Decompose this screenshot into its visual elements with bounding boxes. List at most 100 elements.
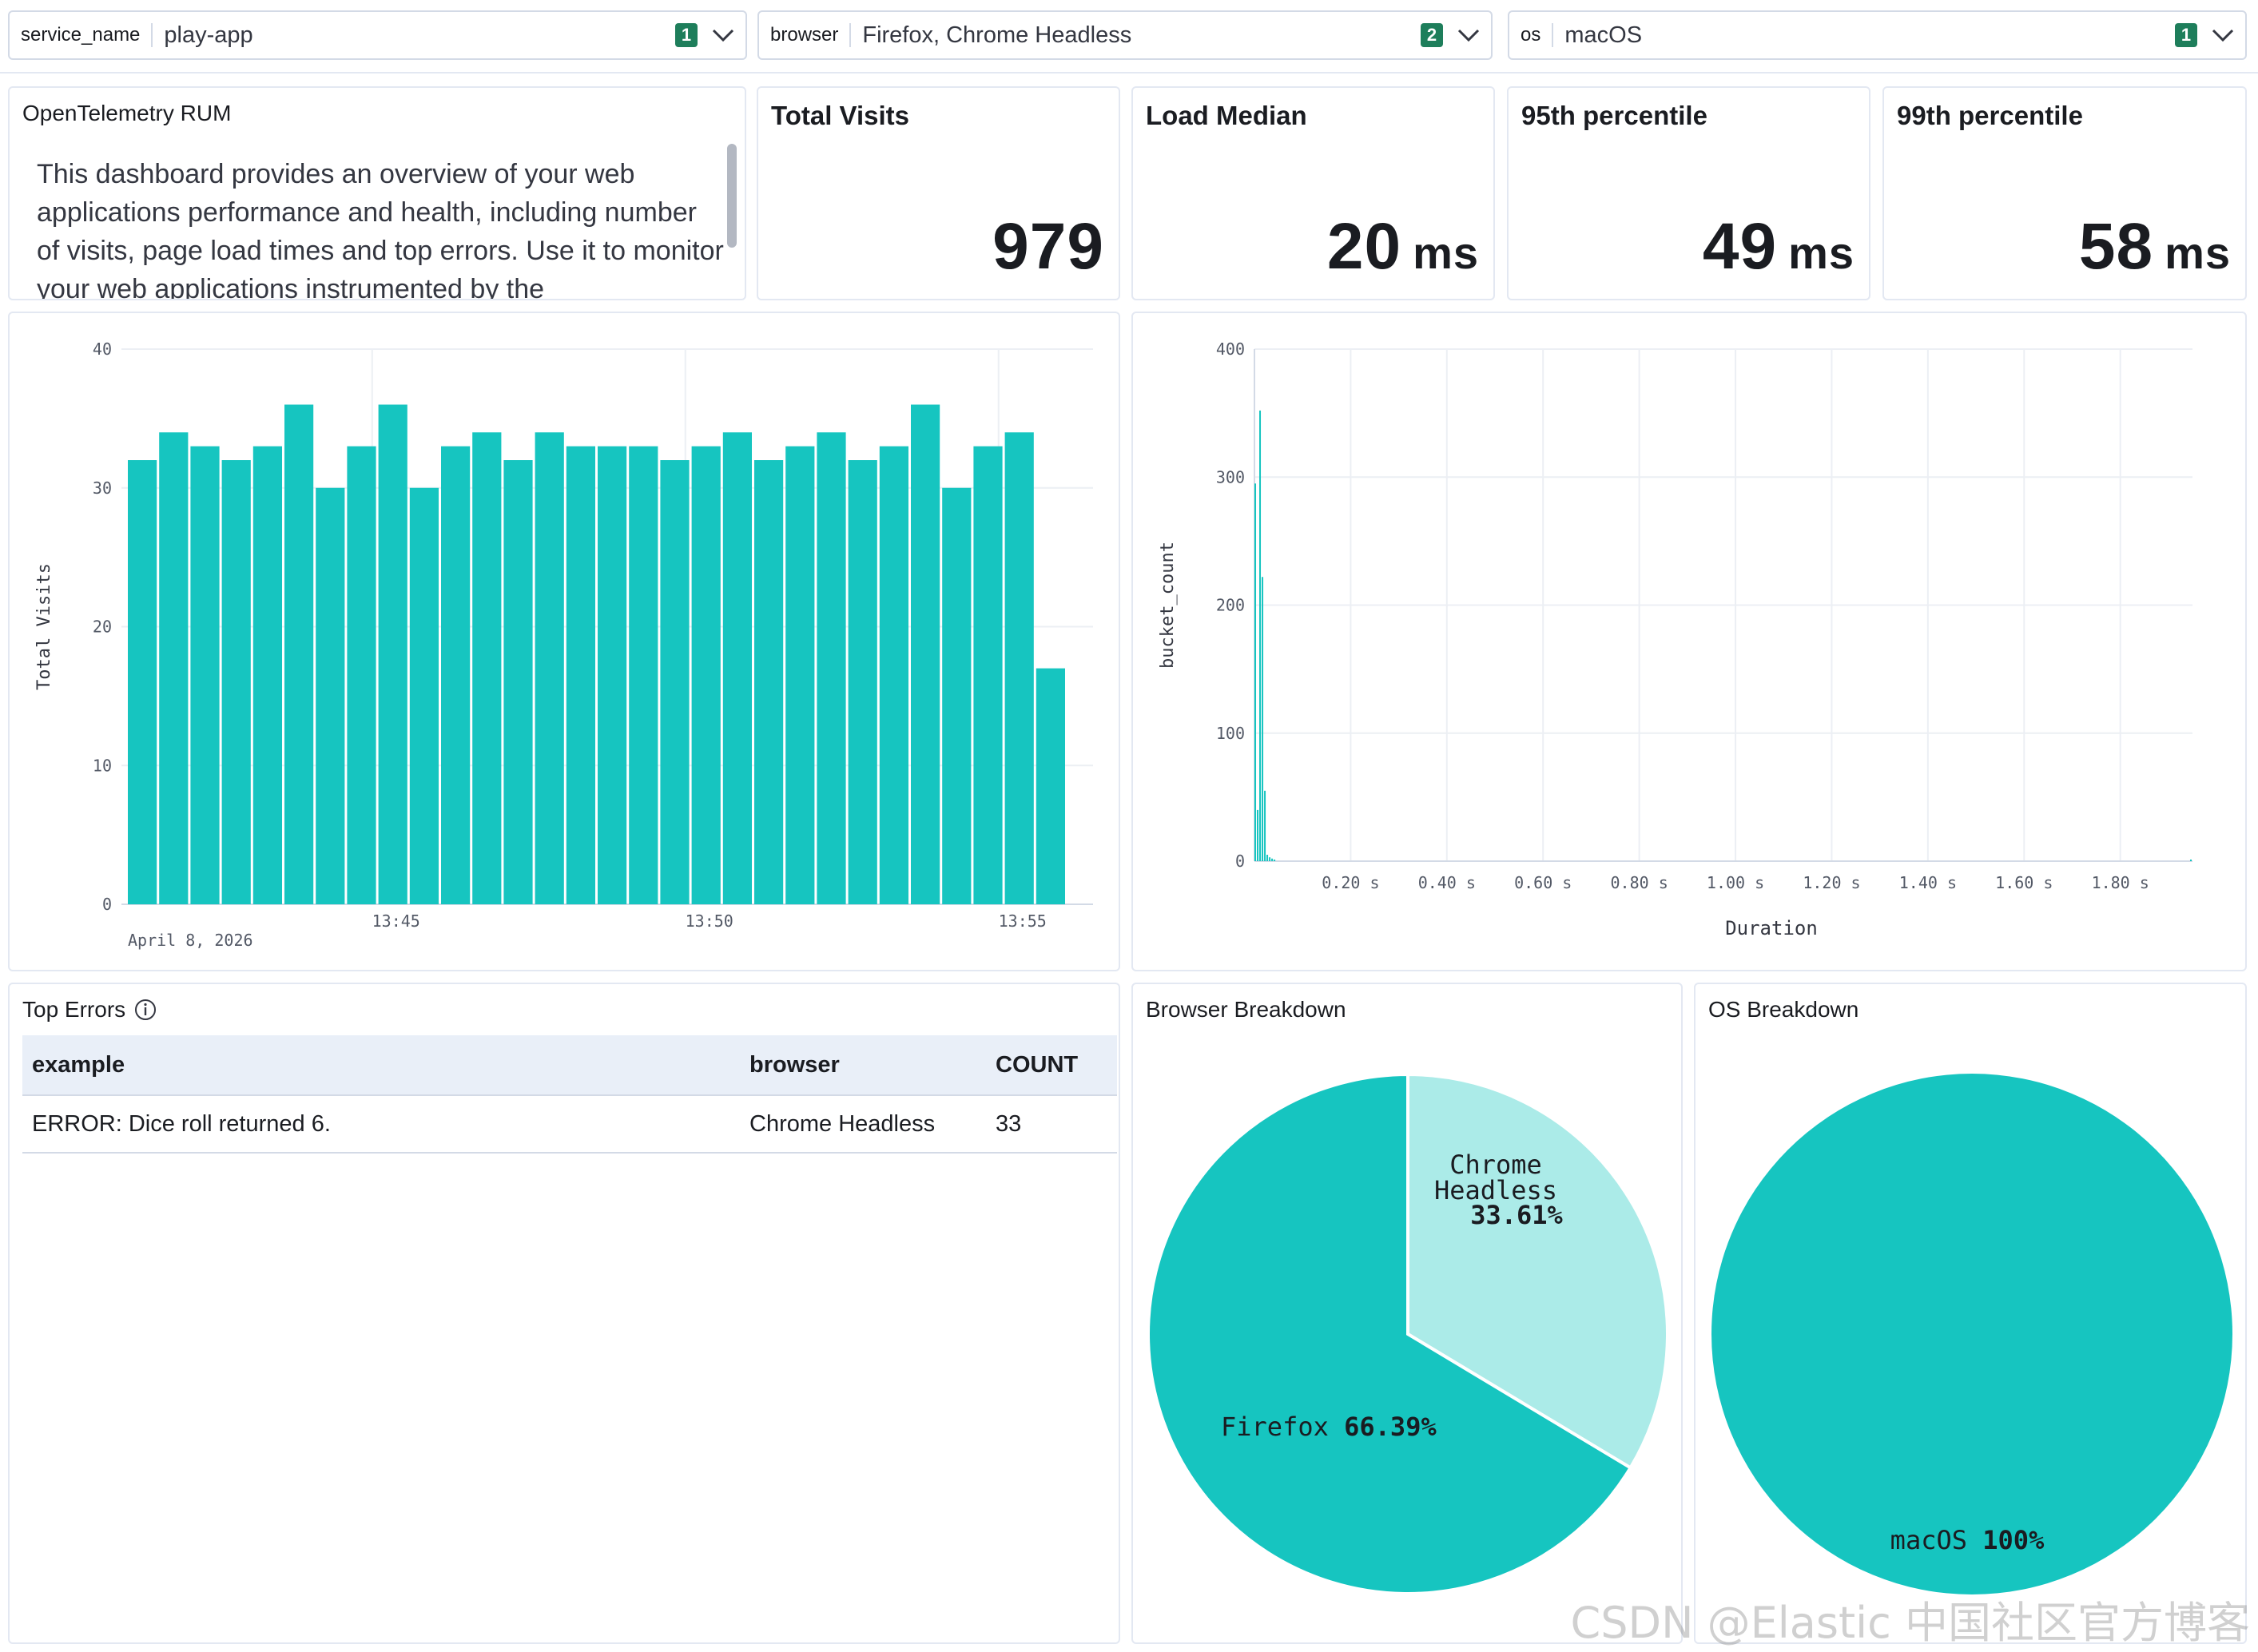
bar [409,487,439,904]
column-header-count[interactable]: COUNT [996,1051,1079,1078]
y-axis-title: Total Visits [34,563,54,690]
bar [754,460,784,904]
bar [848,460,877,904]
metric-title: Total Visits [771,101,909,130]
y-tick-label: 10 [93,756,112,775]
date-label: April 8, 2026 [128,931,253,950]
table-row: ERROR: Dice roll returned 6. Chrome Head… [22,1096,1117,1154]
info-icon[interactable] [133,998,157,1022]
metric-number: 979 [992,210,1104,283]
pie-label: Firefox 66.39% [1221,1412,1437,1442]
filter-browser[interactable]: browser Firefox, Chrome Headless 2 [757,10,1493,60]
bar [1036,668,1065,904]
filter-label: os [1509,23,1554,47]
filter-value: macOS [1564,22,1643,48]
pie-percent-label: 100% [1982,1525,2045,1555]
filter-count-badge: 1 [675,23,698,47]
panel-title: OS Breakdown [1708,997,1859,1022]
description-text: This dashboard provides an overview of y… [37,159,724,300]
y-tick-label: 0 [102,895,112,914]
bar [911,404,940,904]
metric-value: 49 ms [1703,209,1855,284]
bar [221,460,251,904]
duration-histogram: 0 100 200 300 400 0.20 s 0.40 s 0.60 s 0.80 s 1.0… [1158,340,2192,939]
bar [316,487,345,904]
y-tick-label: 400 [1216,340,1245,359]
top-errors-panel: Top Errors example browser COUNT ERROR: … [8,983,1120,1644]
x-tick-label: 1.60 s [1995,873,2053,892]
metric-title: Load Median [1146,101,1307,130]
pie-slice [1147,1072,1633,1595]
os-pie-chart: macOS 100% [1711,1074,2232,1594]
metric-load-median: Load Median 20 ms [1131,86,1495,300]
x-tick-label: 1.80 s [2092,873,2149,892]
bar [128,460,157,904]
os-breakdown-panel: OS Breakdown macOS 100% [1694,983,2247,1644]
top-errors-title: Top Errors [22,997,126,1022]
chevron-down-icon[interactable] [709,23,737,47]
pie-label: Chrome [1449,1150,1542,1180]
panel-title: Top Errors [22,997,157,1023]
histogram-bar [1274,860,1276,861]
description-panel: OpenTelemetry RUM This dashboard provide… [8,86,746,300]
chevron-down-icon[interactable] [2208,23,2237,47]
filter-label: service_name [10,23,153,47]
metric-unit: ms [1788,228,1855,278]
pie-label: macOS 100% [1890,1525,2045,1555]
bar [691,446,721,904]
histogram-bar [1266,854,1269,861]
bar [472,432,502,904]
metric-unit: ms [2165,228,2231,278]
metric-p95: 95th percentile 49 ms [1507,86,1870,300]
x-tick-label: 0.20 s [1322,873,1379,892]
column-header-example[interactable]: example [32,1051,125,1078]
histogram-bar [1259,410,1262,861]
histogram-bar [1262,577,1264,861]
y-tick-label: 30 [93,479,112,498]
filter-service-name[interactable]: service_name play-app 1 [8,10,747,60]
x-tick-label: 0.80 s [1611,873,1668,892]
histogram-bar [1264,790,1266,861]
pie-percent-label: 33.61% [1470,1200,1563,1230]
scrollbar-thumb[interactable] [727,144,737,248]
y-tick-label: 200 [1216,596,1245,615]
y-tick-label: 0 [1235,852,1245,871]
y-tick-label: 300 [1216,467,1245,486]
filter-divider [0,72,2258,73]
y-tick-label: 20 [93,618,112,637]
column-header-browser[interactable]: browser [749,1051,840,1078]
bar [503,460,533,904]
metric-number: 20 [1326,210,1402,283]
bar [1004,432,1034,904]
bar [252,446,282,904]
chevron-down-icon[interactable] [1454,23,1483,47]
visits-chart-panel: 0 10 20 30 40 13:45 13:50 13:55 April 8, 2026 Tot… [8,312,1120,971]
bar [629,446,658,904]
bar [347,446,376,904]
pie-label: Headless [1434,1175,1557,1205]
pie-percent-label: 66.39% [1344,1412,1437,1442]
filter-os[interactable]: os macOS 1 [1508,10,2247,60]
bar [660,460,690,904]
bar [785,446,815,904]
cell-example: ERROR: Dice roll returned 6. [32,1110,331,1137]
bar [190,446,220,904]
bar [722,432,752,904]
x-tick-label: 1.00 s [1707,873,1764,892]
metric-title: 99th percentile [1897,101,2083,130]
metric-value: 20 ms [1327,209,1479,284]
metric-title: 95th percentile [1521,101,1707,130]
metric-unit: ms [1413,228,1479,278]
bar [566,446,595,904]
histogram-bar [1257,809,1259,861]
cell-browser: Chrome Headless [749,1110,936,1137]
filter-value: Firefox, Chrome Headless [862,22,1132,48]
x-tick-label: 1.40 s [1899,873,1957,892]
histogram-bar [1271,858,1274,861]
filter-count-badge: 2 [1421,23,1443,47]
bar [284,404,314,904]
filter-count-badge: 1 [2175,23,2197,47]
panel-title: Browser Breakdown [1146,997,1346,1022]
x-tick-label: 13:55 [999,911,1047,931]
